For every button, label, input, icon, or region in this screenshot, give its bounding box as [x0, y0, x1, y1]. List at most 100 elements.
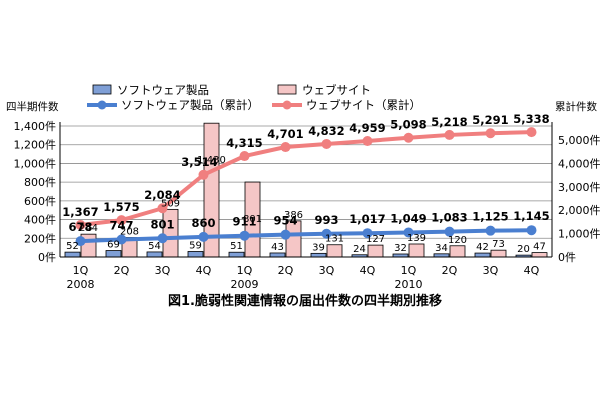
x-year-label: 2008: [67, 278, 95, 291]
x-tick-label: 4Q: [360, 264, 376, 277]
x-tick-label: 1Q: [73, 264, 89, 277]
software-cumulative-point: [116, 234, 127, 245]
left-tick-label: 1,200件: [14, 139, 57, 152]
software-bar-label: 43: [271, 242, 284, 253]
software-bar-label: 69: [107, 240, 120, 251]
left-tick-label: 400件: [24, 214, 56, 227]
legend-label-software-cumulative: ソフトウェア製品（累計）: [121, 98, 259, 112]
website-cumulative-label: 4,832: [308, 124, 344, 138]
legend-marker-software-cumulative: [97, 100, 107, 110]
software-bar-label: 51: [230, 241, 243, 252]
software-bar-label: 34: [435, 243, 448, 254]
software-cumulative-point: [526, 225, 537, 236]
website-cumulative-point: [444, 129, 455, 140]
software-bar: [228, 251, 245, 258]
legend-label-website: ウェブサイト: [302, 83, 371, 97]
software-bar-label: 42: [476, 242, 489, 253]
right-tick-label: 2,000件: [558, 204, 601, 217]
software-bar-label: 59: [189, 240, 202, 251]
website-cumulative-line: [80, 130, 532, 228]
website-cumulative-label: 2,084: [144, 188, 180, 202]
left-axis-title: 四半期件数: [6, 100, 59, 113]
website-cumulative-point: [198, 169, 209, 180]
website-cumulative-point: [280, 142, 291, 153]
x-tick-label: 2Q: [442, 264, 458, 277]
software-bar: [64, 251, 81, 258]
software-cumulative-point: [321, 228, 332, 239]
software-cumulative-label: 1,145: [513, 209, 549, 223]
software-bar-label: 39: [312, 242, 325, 253]
x-tick-label: 2Q: [278, 264, 294, 277]
x-tick-label: 4Q: [524, 264, 540, 277]
website-bar: [408, 243, 425, 258]
website-cumulative-point: [362, 135, 373, 146]
software-cumulative-label: 1,083: [431, 211, 467, 225]
right-tick-label: 0件: [558, 251, 576, 264]
website-bar-label: 509: [161, 198, 180, 209]
software-cumulative-point: [444, 226, 455, 237]
website-bar: [531, 252, 548, 258]
software-cumulative-point: [280, 229, 291, 240]
x-tick-label: 3Q: [319, 264, 335, 277]
software-bar-label: 24: [353, 244, 366, 255]
website-bar-label: 73: [492, 239, 505, 250]
software-bar: [187, 251, 204, 258]
website-bar-label: 244: [79, 223, 98, 234]
x-year-label: 2009: [231, 278, 259, 291]
software-bar-label: 32: [394, 243, 407, 254]
website-cumulative-point: [321, 138, 332, 149]
software-cumulative-point: [75, 236, 86, 247]
software-bar-label: 20: [517, 244, 530, 255]
website-bar: [490, 249, 507, 258]
website-cumulative-label: 5,098: [390, 118, 426, 132]
software-cumulative-point: [157, 233, 168, 244]
software-cumulative-label: 1,125: [472, 210, 508, 224]
software-cumulative-point: [403, 227, 414, 238]
right-tick-label: 4,000件: [558, 157, 601, 170]
software-cumulative-label: 1,049: [390, 211, 426, 225]
website-cumulative-point: [157, 203, 168, 214]
software-cumulative-label: 860: [191, 216, 215, 230]
right-tick-label: 1,000件: [558, 228, 601, 241]
software-cumulative-label: 747: [109, 219, 133, 233]
website-bar: [449, 245, 466, 258]
website-cumulative-point: [75, 220, 86, 231]
software-bar: [269, 252, 286, 258]
website-cumulative-point: [239, 151, 250, 162]
website-cumulative-label: 5,218: [431, 115, 467, 129]
website-cumulative-label: 4,959: [349, 121, 385, 135]
legend-marker-website-cumulative: [282, 100, 292, 110]
software-cumulative-label: 801: [150, 217, 174, 231]
lines-group: [75, 127, 537, 247]
left-tick-label: 1,000件: [14, 157, 57, 170]
software-bar-label: 52: [66, 241, 79, 252]
website-bar-label: 120: [448, 235, 467, 246]
x-year-label: 2010: [395, 278, 423, 291]
website-bar-label: 131: [325, 234, 344, 245]
website-bar-label: 1,430: [197, 155, 226, 166]
website-bar-label: 386: [284, 210, 303, 221]
software-bar: [146, 251, 163, 258]
left-tick-label: 200件: [24, 232, 56, 245]
x-tick-label: 1Q: [237, 264, 253, 277]
left-tick-label: 1,400件: [14, 120, 57, 133]
website-bar-label: 139: [407, 233, 426, 244]
software-cumulative-label: 1,017: [349, 212, 385, 226]
left-tick-label: 600件: [24, 195, 56, 208]
website-cumulative-label: 4,315: [226, 136, 262, 150]
website-cumulative-label: 5,338: [513, 112, 549, 126]
website-cumulative-label: 3,514: [181, 155, 217, 169]
software-cumulative-label: 954: [273, 214, 297, 228]
left-tick-label: 0件: [38, 251, 56, 264]
website-bar-label: 47: [533, 242, 546, 253]
software-cumulative-line: [80, 228, 532, 244]
x-tick-label: 2Q: [114, 264, 130, 277]
website-cumulative-point: [403, 132, 414, 143]
right-tick-label: 5,000件: [558, 134, 601, 147]
website-cumulative-point: [485, 128, 496, 139]
website-bar-label: 801: [243, 214, 262, 225]
software-cumulative-point: [239, 230, 250, 241]
software-cumulative-point: [198, 231, 209, 242]
